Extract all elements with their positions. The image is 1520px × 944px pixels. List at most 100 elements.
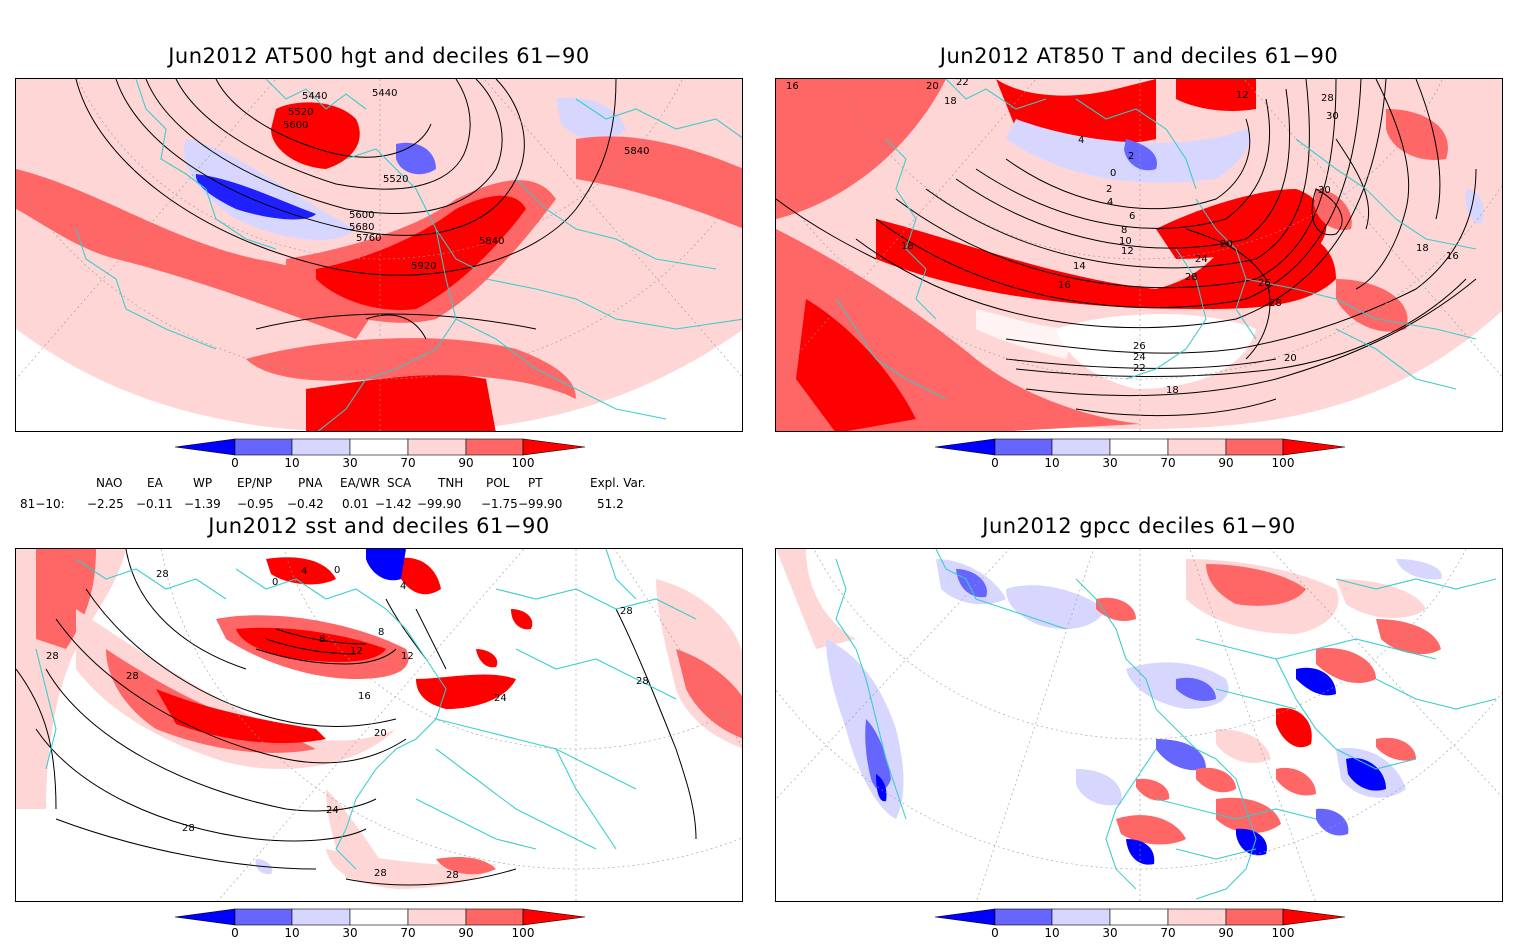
contour-label: 28 (46, 651, 59, 662)
contour-label: 16 (786, 81, 799, 92)
contour-label: 5600 (283, 120, 308, 131)
contour-label: 12 (401, 651, 414, 662)
colorbar-tick: 70 (400, 926, 416, 940)
contour-label: 5520 (288, 107, 313, 118)
colorbar-tick: 10 (1044, 456, 1060, 470)
contour-label: 5840 (624, 146, 649, 157)
map-850t: 16 20 22 18 12 4 2 0 2 4 6 8 10 12 14 16… (775, 78, 1503, 432)
contour-label: 8 (319, 634, 325, 645)
panel-title-sst: Jun2012 sst and deciles 61−90 (208, 514, 550, 538)
contour-label: 2 (1106, 184, 1112, 195)
contour-label: 0 (272, 577, 278, 588)
contour-label: 28 (636, 676, 649, 687)
index-name: EA (147, 476, 163, 490)
contour-label: 16 (1446, 251, 1459, 262)
index-value: −0.42 (287, 497, 324, 511)
contour-label: 12 (350, 646, 363, 657)
colorbar-tick: 30 (1102, 926, 1118, 940)
index-value: −1.75 (481, 497, 518, 511)
contour-label: 28 (126, 671, 139, 682)
contour-label: 20 (926, 81, 939, 92)
contour-label: 16 (1058, 280, 1071, 291)
index-value: 0.01 (342, 497, 369, 511)
contour-label: 26 (1133, 341, 1146, 352)
index-name: Expl. Var. (590, 476, 646, 490)
contour-label: 0 (1110, 168, 1116, 179)
contour-label: 28 (1269, 298, 1282, 309)
contour-label: 0 (334, 565, 340, 576)
colorbar-tick: 0 (991, 456, 999, 470)
index-name: PNA (298, 476, 323, 490)
colorbar-tick: 100 (511, 926, 535, 940)
index-name: NAO (96, 476, 123, 490)
contour-label: 6 (1129, 211, 1135, 222)
colorbar-500hgt: 0 10 30 70 90 100 (175, 438, 595, 474)
index-value: −99.90 (518, 497, 563, 511)
contour-label: 4 (1078, 135, 1084, 146)
contour-label: 18 (1166, 385, 1179, 396)
colorbar-tick: 90 (458, 456, 474, 470)
contour-label: 5440 (372, 88, 397, 99)
contour-label: 14 (1073, 261, 1086, 272)
colorbar-tick: 30 (342, 926, 358, 940)
index-names-row: NAO EA WP EP/NP PNA EA/WR SCA TNH POL PT… (0, 476, 700, 492)
contour-label: 5600 (349, 210, 374, 221)
contour-label: 20 (1284, 353, 1297, 364)
contour-label: 16 (358, 691, 371, 702)
contour-label: 2 (1128, 151, 1134, 162)
contour-label: 5920 (411, 261, 436, 272)
colorbar-tick: 0 (231, 456, 239, 470)
index-name: POL (486, 476, 510, 490)
contour-label: 24 (1133, 352, 1146, 363)
contour-label: 28 (1321, 93, 1334, 104)
index-name: SCA (387, 476, 412, 490)
contour-label: 12 (1236, 90, 1249, 101)
contour-label: 20 (1220, 239, 1233, 250)
colorbar-tick: 30 (1102, 456, 1118, 470)
colorbar-850t: 0 10 30 70 90 100 (935, 438, 1355, 474)
contour-label: 24 (494, 693, 507, 704)
contour-label: 18 (1416, 243, 1429, 254)
contour-label: 30 (1326, 111, 1339, 122)
contour-label: 12 (1121, 246, 1134, 257)
index-period: 81−10: (20, 497, 65, 511)
index-name: EP/NP (237, 476, 273, 490)
colorbar-sst: 0 10 30 70 90 100 (175, 908, 595, 944)
contour-label: 8 (1121, 225, 1127, 236)
contour-label: 30 (1318, 185, 1331, 196)
index-name: TNH (438, 476, 464, 490)
colorbar-gpcc: 0 10 30 70 90 100 (935, 908, 1355, 944)
colorbar-tick: 70 (400, 456, 416, 470)
index-value: −1.42 (375, 497, 412, 511)
index-value: −99.90 (417, 497, 462, 511)
contour-label: 28 (620, 606, 633, 617)
colorbar-tick: 0 (231, 926, 239, 940)
colorbar-tick: 90 (458, 926, 474, 940)
contour-label: 28 (446, 870, 459, 881)
contour-label: 26 (1258, 278, 1271, 289)
colorbar-tick: 100 (511, 456, 535, 470)
index-value: −0.95 (237, 497, 274, 511)
index-value: −0.11 (136, 497, 173, 511)
contour-label: 28 (1185, 272, 1198, 283)
contour-label: 20 (374, 728, 387, 739)
contour-label: 22 (956, 79, 969, 88)
colorbar-tick: 70 (1160, 926, 1176, 940)
colorbar-tick: 10 (284, 926, 300, 940)
index-values-row: 81−10: −2.25 −0.11 −1.39 −0.95 −0.42 0.0… (0, 497, 700, 513)
contour-label: 10 (1119, 236, 1132, 247)
index-name: PT (528, 476, 543, 490)
contour-label: 28 (156, 569, 169, 580)
contour-label: 4 (1107, 197, 1113, 208)
colorbar-tick: 90 (1218, 926, 1234, 940)
contour-label: 18 (944, 96, 957, 107)
map-gpcc (775, 548, 1503, 902)
panel-title-500hgt: Jun2012 AT500 hgt and deciles 61−90 (168, 44, 590, 68)
colorbar-tick: 70 (1160, 456, 1176, 470)
map-500hgt: 5440 5440 5520 5600 5520 5600 5680 5760 … (15, 78, 743, 432)
contour-label: 28 (182, 823, 195, 834)
contour-label: 4 (400, 581, 406, 592)
contour-label: 5680 (349, 222, 374, 233)
colorbar-tick: 0 (991, 926, 999, 940)
contour-label: 5440 (302, 91, 327, 102)
